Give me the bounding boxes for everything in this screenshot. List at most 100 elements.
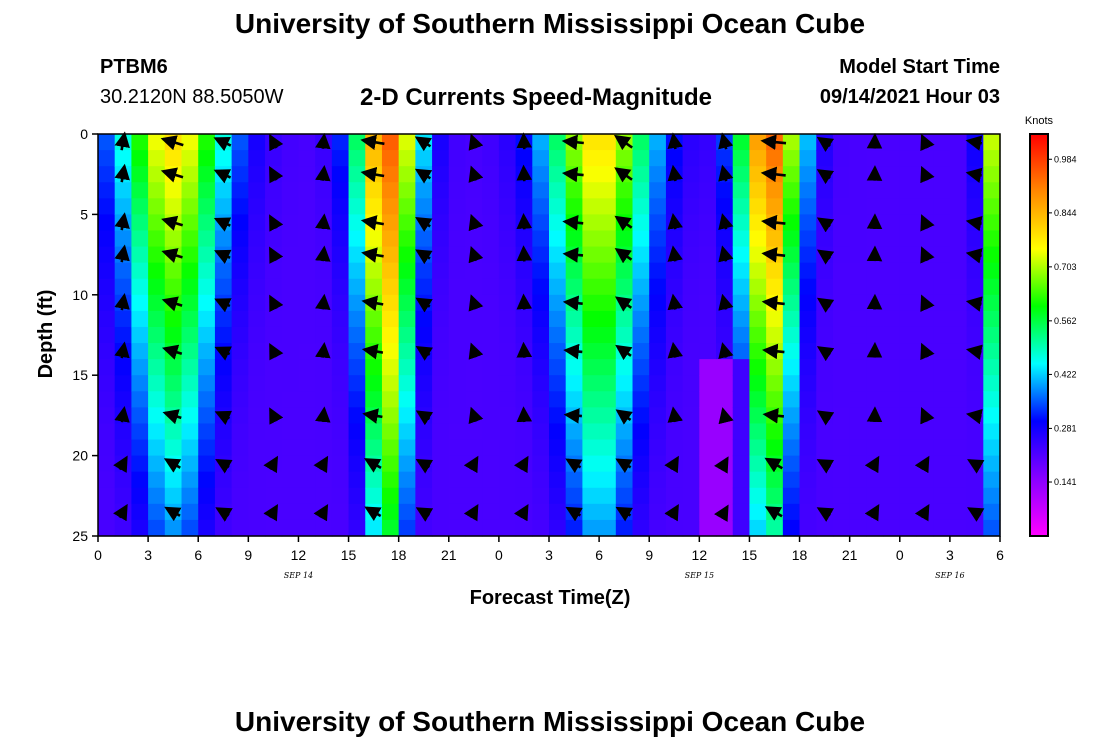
heatmap-cell — [883, 471, 901, 489]
heatmap-cell — [849, 423, 867, 441]
heatmap-cell — [198, 134, 216, 151]
heatmap-cell — [682, 262, 700, 280]
current-vector-arrow — [468, 294, 484, 312]
heatmap-cell — [599, 487, 617, 505]
current-vector-arrow — [920, 214, 935, 232]
heatmap-cell — [265, 198, 283, 215]
heatmap-cell — [832, 294, 851, 312]
heatmap-cell — [716, 310, 734, 328]
heatmap-cell — [966, 439, 984, 457]
heatmap-cell — [498, 343, 517, 360]
heatmap-cell — [265, 391, 283, 408]
heatmap-cell — [716, 326, 734, 344]
heatmap-cell — [565, 359, 583, 376]
heatmap-cell — [949, 359, 968, 376]
heatmap-cell — [398, 503, 416, 521]
heatmap-cell — [415, 359, 433, 376]
heatmap-cell — [883, 278, 901, 296]
heatmap-cell — [582, 455, 600, 473]
heatmap-cell — [114, 423, 132, 441]
y-tick-label: 5 — [80, 206, 88, 222]
heatmap-cell — [181, 150, 199, 167]
heatmap-cell — [966, 519, 984, 537]
heatmap-cell — [315, 262, 333, 280]
heatmap-cell — [966, 471, 984, 489]
heatmap-cell — [665, 150, 684, 167]
heatmap-cell — [281, 310, 300, 328]
heatmap-cell — [148, 391, 166, 408]
heatmap-cell — [732, 471, 751, 489]
current-vector-arrow — [269, 214, 284, 232]
heatmap-cell — [365, 310, 383, 328]
heatmap-cell — [983, 375, 1001, 392]
heatmap-cell — [331, 375, 350, 392]
heatmap-cell — [565, 439, 583, 457]
heatmap-cell — [415, 262, 433, 280]
heatmap-cell — [248, 375, 266, 392]
heatmap-cell — [565, 391, 583, 408]
heatmap-cell — [832, 471, 851, 489]
heatmap-cell — [933, 326, 951, 344]
heatmap-cell — [315, 519, 333, 537]
heatmap-cell — [231, 455, 249, 473]
heatmap-cell — [248, 150, 266, 167]
y-tick-label: 15 — [72, 367, 88, 383]
heatmap-cell — [549, 294, 567, 312]
heatmap-cell — [916, 423, 934, 441]
heatmap-cell — [265, 359, 283, 376]
heatmap-cell — [398, 214, 416, 232]
heatmap-cell — [816, 359, 834, 376]
heatmap-cell — [265, 310, 283, 328]
heatmap-cell — [98, 134, 116, 151]
heatmap-cell — [599, 423, 617, 441]
heatmap-cell — [231, 326, 249, 344]
heatmap-cell — [799, 439, 817, 457]
heatmap-cell — [933, 150, 951, 167]
heatmap-cell — [214, 471, 233, 489]
heatmap-cell — [649, 198, 667, 215]
heatmap-cell — [649, 407, 667, 425]
current-vector-arrow — [414, 136, 433, 152]
current-vector-arrow — [762, 343, 785, 360]
heatmap-cell — [816, 182, 834, 199]
heatmap-cell — [699, 326, 717, 344]
x-tick-label: 15 — [742, 547, 758, 563]
heatmap-cell — [515, 487, 533, 505]
heatmap-cell — [549, 214, 567, 232]
heatmap-cell — [532, 166, 550, 183]
heatmap-cell — [398, 294, 416, 312]
heatmap-cell — [933, 375, 951, 392]
heatmap-cell — [498, 503, 517, 521]
current-vector-arrow — [920, 342, 935, 361]
heatmap-cell — [298, 439, 316, 457]
heatmap-cell — [148, 150, 166, 167]
heatmap-cell — [582, 214, 600, 232]
heatmap-cell — [248, 455, 266, 473]
heatmap-cell — [983, 326, 1001, 344]
current-vector-arrow — [760, 134, 787, 150]
heatmap-cell — [883, 166, 901, 183]
heatmap-cell — [933, 134, 951, 151]
heatmap-cell — [966, 359, 984, 376]
heatmap-cell — [532, 359, 550, 376]
heatmap-cell — [315, 391, 333, 408]
heatmap-cell — [632, 375, 650, 392]
heatmap-cell — [716, 230, 734, 248]
heatmap-cell — [966, 391, 984, 408]
heatmap-cell — [281, 166, 300, 183]
heatmap-cell — [198, 294, 216, 312]
heatmap-cell — [883, 198, 901, 215]
heatmap-cell — [549, 375, 567, 392]
heatmap-cell — [532, 294, 550, 312]
heatmap-cell — [615, 150, 634, 167]
heatmap-cell — [365, 519, 383, 537]
current-vector-arrow — [920, 133, 935, 152]
heatmap-cell — [749, 375, 767, 392]
heatmap-cell — [114, 326, 132, 344]
heatmap-cell — [98, 423, 116, 441]
heatmap-cell — [131, 407, 149, 425]
heatmap-cell — [716, 375, 734, 392]
heatmap-cell — [582, 519, 600, 537]
heatmap-cell — [565, 423, 583, 441]
heatmap-cell — [482, 262, 500, 280]
